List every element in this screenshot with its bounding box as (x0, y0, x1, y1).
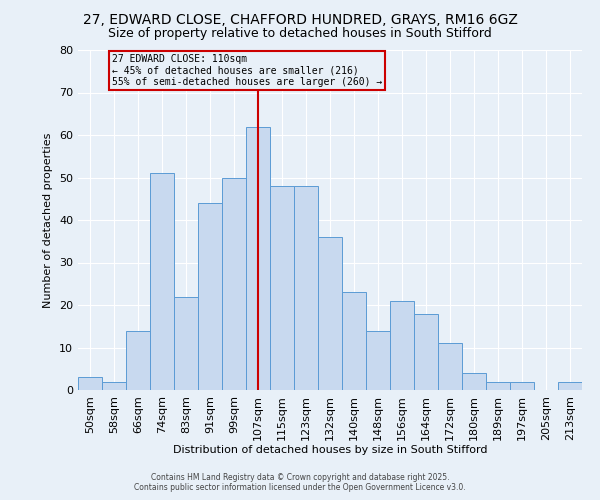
Bar (366, 330, 390, 390)
Bar (126, 330, 150, 390)
Text: Size of property relative to detached houses in South Stifford: Size of property relative to detached ho… (108, 28, 492, 40)
Bar (198, 203, 222, 390)
Bar (294, 186, 318, 390)
Bar (150, 174, 174, 390)
Bar (510, 382, 534, 390)
X-axis label: Distribution of detached houses by size in South Stifford: Distribution of detached houses by size … (173, 446, 487, 456)
Bar (414, 314, 438, 390)
Bar (462, 373, 486, 390)
Bar (246, 126, 270, 390)
Bar (390, 300, 414, 390)
Bar (438, 343, 462, 390)
Bar (270, 186, 294, 390)
Y-axis label: Number of detached properties: Number of detached properties (43, 132, 53, 308)
Bar (342, 292, 366, 390)
Bar (318, 237, 342, 390)
Text: 27 EDWARD CLOSE: 110sqm
← 45% of detached houses are smaller (216)
55% of semi-d: 27 EDWARD CLOSE: 110sqm ← 45% of detache… (112, 54, 382, 88)
Bar (558, 382, 582, 390)
Bar (78, 378, 102, 390)
Bar (174, 296, 198, 390)
Bar (222, 178, 246, 390)
Text: 27, EDWARD CLOSE, CHAFFORD HUNDRED, GRAYS, RM16 6GZ: 27, EDWARD CLOSE, CHAFFORD HUNDRED, GRAY… (83, 12, 517, 26)
Bar (102, 382, 126, 390)
Text: Contains HM Land Registry data © Crown copyright and database right 2025.
Contai: Contains HM Land Registry data © Crown c… (134, 473, 466, 492)
Bar (486, 382, 510, 390)
